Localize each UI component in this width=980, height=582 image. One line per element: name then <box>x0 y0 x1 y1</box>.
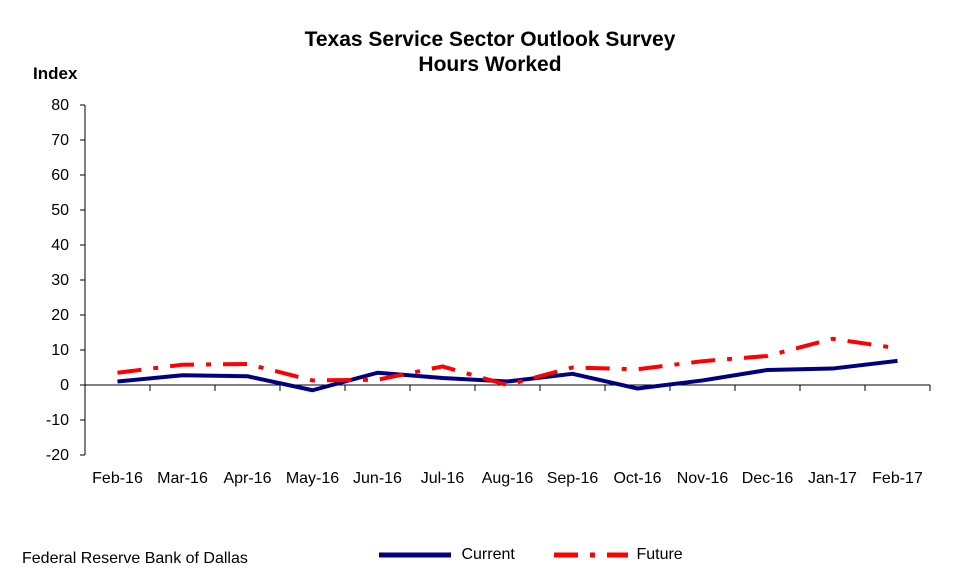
legend-item-current: Current <box>377 545 515 565</box>
legend-item-future: Future <box>552 545 683 565</box>
x-tick-label: Aug-16 <box>482 470 534 487</box>
x-tick-label: Oct-16 <box>613 470 661 487</box>
chart-subtitle: Hours Worked <box>418 53 562 76</box>
y-tick-label: 20 <box>51 307 69 324</box>
y-tick-label: 70 <box>51 132 69 149</box>
y-tick-label: 60 <box>51 167 69 184</box>
x-tick-label: Apr-16 <box>223 470 271 487</box>
x-tick-label: Mar-16 <box>157 470 208 487</box>
y-tick-label: 50 <box>51 202 69 219</box>
legend-label-current: Current <box>461 546 515 564</box>
x-tick-label: Feb-16 <box>92 470 143 487</box>
legend-swatch-future <box>554 552 628 558</box>
series-line-future <box>117 336 898 387</box>
chart-title-line1: Texas Service Sector Outlook Survey <box>304 28 676 51</box>
chart-title: Texas Service Sector Outlook Survey Hour… <box>0 27 980 77</box>
x-tick-label: Jun-16 <box>353 470 402 487</box>
x-tick-label: Feb-17 <box>872 470 923 487</box>
y-tick-label: 0 <box>60 377 69 394</box>
y-tick-label: -20 <box>46 447 69 464</box>
x-tick-label: Sep-16 <box>547 470 599 487</box>
legend-swatch-current <box>379 552 451 558</box>
x-tick-label: Jul-16 <box>421 470 465 487</box>
source-note: Federal Reserve Bank of Dallas <box>22 550 248 567</box>
x-tick-label: Dec-16 <box>742 470 794 487</box>
y-tick-label: 30 <box>51 272 69 289</box>
x-tick-label: Jan-17 <box>808 470 857 487</box>
y-tick-label: 40 <box>51 237 69 254</box>
y-axis-label: Index <box>33 64 78 83</box>
y-tick-label: 10 <box>51 342 69 359</box>
y-tick-label: -10 <box>46 412 69 429</box>
x-tick-label: Nov-16 <box>677 470 729 487</box>
legend-label-future: Future <box>636 546 683 564</box>
y-tick-label: 80 <box>51 97 69 114</box>
x-tick-label: May-16 <box>286 470 339 487</box>
